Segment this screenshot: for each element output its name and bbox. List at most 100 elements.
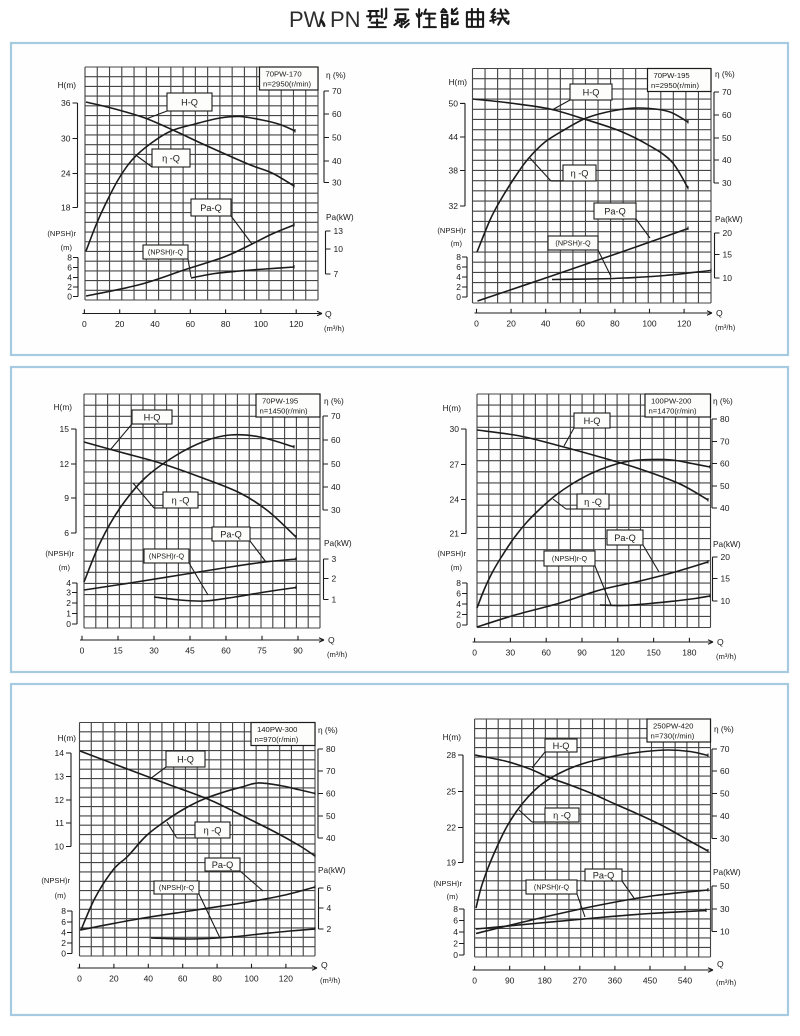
svg-text:H(m): H(m) bbox=[54, 402, 73, 412]
svg-text:20: 20 bbox=[109, 974, 119, 984]
svg-text:H(m): H(m) bbox=[449, 77, 468, 87]
svg-text:30: 30 bbox=[720, 834, 730, 844]
svg-text:Pa(kW): Pa(kW) bbox=[326, 212, 354, 222]
svg-text:Pa-Q: Pa-Q bbox=[212, 860, 233, 870]
svg-text:22: 22 bbox=[447, 823, 457, 833]
svg-text:4: 4 bbox=[327, 903, 332, 913]
svg-text:0: 0 bbox=[80, 646, 85, 656]
svg-text:100PW-200: 100PW-200 bbox=[651, 397, 691, 406]
svg-text:270: 270 bbox=[573, 976, 587, 986]
svg-text:60: 60 bbox=[720, 766, 730, 776]
svg-text:40: 40 bbox=[326, 833, 336, 843]
svg-text:90: 90 bbox=[577, 648, 587, 658]
svg-text:H(m): H(m) bbox=[443, 403, 462, 413]
svg-text:40: 40 bbox=[720, 503, 730, 513]
svg-text:4: 4 bbox=[456, 272, 461, 282]
svg-text:70: 70 bbox=[720, 437, 730, 447]
svg-text:140PW-300: 140PW-300 bbox=[257, 725, 297, 734]
svg-text:7: 7 bbox=[334, 269, 339, 279]
svg-text:6: 6 bbox=[327, 883, 332, 893]
svg-text:120: 120 bbox=[279, 974, 293, 984]
svg-text:6: 6 bbox=[456, 262, 461, 272]
svg-text:40: 40 bbox=[720, 811, 730, 821]
svg-text:540: 540 bbox=[678, 976, 692, 986]
svg-text:13: 13 bbox=[334, 226, 344, 236]
svg-text:(NPSH)r: (NPSH)r bbox=[45, 549, 74, 558]
svg-text:6: 6 bbox=[456, 589, 461, 599]
svg-text:Q: Q bbox=[325, 309, 332, 319]
svg-text:40: 40 bbox=[541, 319, 551, 329]
svg-text:H-Q: H-Q bbox=[177, 754, 194, 764]
svg-text:H(m): H(m) bbox=[58, 80, 77, 90]
svg-text:η -Q: η -Q bbox=[172, 495, 190, 505]
svg-text:(NPSH)r-Q: (NPSH)r-Q bbox=[555, 239, 591, 248]
svg-text:50: 50 bbox=[720, 789, 730, 799]
svg-text:40: 40 bbox=[722, 155, 732, 165]
svg-text:2: 2 bbox=[332, 574, 337, 584]
svg-text:(NPSH)r-Q: (NPSH)r-Q bbox=[159, 883, 195, 892]
svg-text:2: 2 bbox=[456, 282, 461, 292]
svg-text:8: 8 bbox=[453, 904, 458, 914]
svg-text:2: 2 bbox=[66, 598, 71, 608]
svg-text:70: 70 bbox=[332, 86, 342, 96]
svg-text:6: 6 bbox=[453, 916, 458, 926]
svg-text:180: 180 bbox=[682, 648, 696, 658]
svg-text:0: 0 bbox=[474, 319, 479, 329]
svg-text:20: 20 bbox=[723, 228, 733, 238]
svg-text:50: 50 bbox=[720, 481, 730, 491]
svg-text:(m): (m) bbox=[451, 239, 463, 248]
svg-text:70PW-195: 70PW-195 bbox=[654, 71, 690, 80]
svg-text:(m): (m) bbox=[451, 563, 463, 572]
svg-text:30: 30 bbox=[722, 178, 732, 188]
svg-text:η -Q: η -Q bbox=[204, 825, 222, 835]
svg-text:120: 120 bbox=[289, 319, 303, 329]
svg-text:360: 360 bbox=[608, 976, 622, 986]
svg-text:4: 4 bbox=[453, 927, 458, 937]
svg-text:75: 75 bbox=[257, 646, 267, 656]
svg-text:1: 1 bbox=[66, 609, 71, 619]
svg-text:70PW-195: 70PW-195 bbox=[262, 397, 298, 406]
svg-text:38: 38 bbox=[449, 166, 459, 176]
svg-text:120: 120 bbox=[677, 319, 691, 329]
svg-text:60: 60 bbox=[722, 110, 732, 120]
svg-text:30: 30 bbox=[331, 505, 341, 515]
svg-text:Q: Q bbox=[717, 959, 724, 969]
svg-text:η (%): η (%) bbox=[714, 724, 734, 734]
svg-text:60: 60 bbox=[326, 789, 336, 799]
svg-text:η -Q: η -Q bbox=[584, 497, 602, 507]
svg-text:(NPSH)r: (NPSH)r bbox=[437, 226, 466, 235]
svg-text:n=730(r/min): n=730(r/min) bbox=[651, 732, 695, 741]
svg-text:100: 100 bbox=[244, 974, 258, 984]
svg-text:4: 4 bbox=[67, 273, 72, 283]
svg-text:50: 50 bbox=[722, 133, 732, 143]
svg-text:8: 8 bbox=[456, 252, 461, 262]
svg-text:10: 10 bbox=[720, 927, 730, 937]
svg-text:0: 0 bbox=[61, 949, 66, 959]
svg-text:8: 8 bbox=[456, 578, 461, 588]
svg-text:50: 50 bbox=[449, 98, 459, 108]
svg-text:Q: Q bbox=[321, 960, 328, 970]
svg-text:(m): (m) bbox=[447, 892, 459, 901]
svg-text:100: 100 bbox=[254, 319, 268, 329]
svg-text:(NPSH)r: (NPSH)r bbox=[433, 879, 462, 888]
svg-text:70: 70 bbox=[722, 87, 732, 97]
svg-text:30: 30 bbox=[720, 904, 730, 914]
svg-text:(m³/h): (m³/h) bbox=[715, 323, 736, 332]
svg-text:60: 60 bbox=[576, 319, 586, 329]
svg-text:50: 50 bbox=[332, 133, 342, 143]
svg-text:H-Q: H-Q bbox=[553, 741, 570, 751]
svg-text:η -Q: η -Q bbox=[553, 810, 571, 820]
svg-text:21: 21 bbox=[450, 529, 460, 539]
svg-text:η (%): η (%) bbox=[318, 725, 338, 735]
svg-text:(m³/h): (m³/h) bbox=[324, 324, 345, 333]
svg-text:H-Q: H-Q bbox=[584, 416, 601, 426]
svg-text:(m): (m) bbox=[59, 563, 71, 572]
svg-text:6: 6 bbox=[64, 528, 69, 538]
svg-text:20: 20 bbox=[506, 319, 516, 329]
svg-text:n=1450(r/min): n=1450(r/min) bbox=[260, 407, 309, 416]
svg-text:60: 60 bbox=[332, 109, 342, 119]
svg-text:H(m): H(m) bbox=[58, 733, 77, 743]
svg-text:40: 40 bbox=[332, 156, 342, 166]
svg-text:Pa(kW): Pa(kW) bbox=[713, 539, 741, 549]
svg-text:Pa-Q: Pa-Q bbox=[200, 203, 221, 213]
